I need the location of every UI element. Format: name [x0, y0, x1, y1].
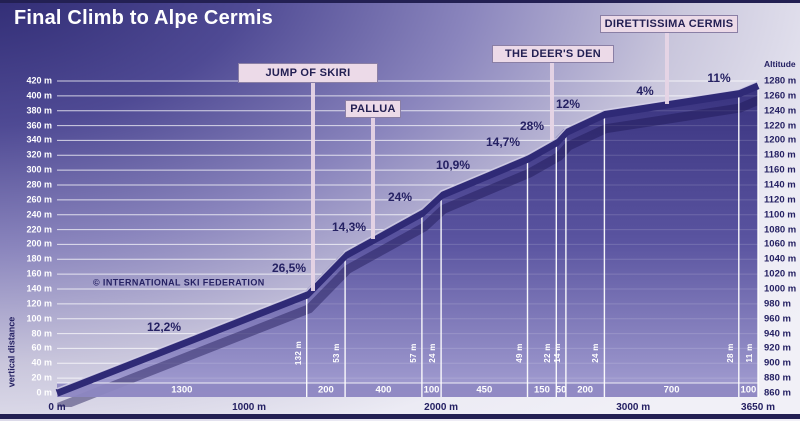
left-axis-tick: 140 m: [26, 283, 52, 294]
segment-distance: 400: [375, 384, 392, 396]
segment-distance: 200: [577, 384, 594, 396]
segment-distance: 700: [663, 384, 680, 396]
left-axis-tick: 340 m: [26, 134, 52, 145]
gradient-label: 11%: [707, 71, 731, 85]
right-axis-tick: 1080 m: [764, 223, 797, 235]
left-axis-tick: 220 m: [26, 224, 52, 235]
gradient-label: 12,2%: [146, 320, 182, 334]
gradient-label: 26,5%: [271, 261, 307, 275]
left-axis-tick: 320 m: [26, 149, 52, 160]
segment-rise-label: 22 m: [543, 343, 553, 363]
left-axis-tick: 20 m: [31, 372, 52, 383]
sign-pallua: PALLUA: [345, 100, 401, 118]
right-axis-tick: 1120 m: [764, 194, 796, 206]
segment-distance: 200: [317, 384, 334, 396]
left-axis-tick: 380 m: [26, 105, 52, 116]
bottom-border-bar: [0, 414, 800, 419]
segment-distance: 50: [555, 384, 567, 396]
segment-rise-label: 14 m: [552, 343, 562, 363]
segment-rise-label: 28 m: [725, 343, 735, 363]
gradient-label: 10,9%: [435, 158, 471, 172]
sign-direttissima-cermis: DIRETTISSIMA CERMIS: [600, 15, 738, 33]
gradient-label: 4%: [636, 84, 654, 98]
segment-distance: 450: [476, 384, 493, 396]
right-axis-tick: 1000 m: [764, 283, 797, 295]
left-axis-tick: 280 m: [26, 179, 52, 190]
gradient-label: 28%: [519, 119, 545, 133]
gradient-label: 24%: [387, 190, 413, 204]
left-axis-tick: 360 m: [26, 120, 52, 131]
copyright-note: © INTERNATIONAL SKI FEDERATION: [93, 277, 265, 288]
segment-distance: 100: [423, 384, 440, 396]
segment-distance: 1300: [171, 384, 193, 396]
segment-rise-label: 53 m: [332, 343, 342, 363]
segment-rise-label: 57 m: [408, 343, 418, 363]
right-axis-tick: 1140 m: [764, 179, 796, 191]
x-axis-tick: 3650 m: [741, 402, 775, 413]
right-axis-tick: 880 m: [764, 372, 791, 384]
gradient-label: 12%: [555, 97, 581, 111]
sign-jump-of-skiri: JUMP OF SKIRI: [238, 63, 378, 83]
right-axis-tick: 1040 m: [764, 253, 797, 265]
segment-distance: 100: [740, 384, 757, 396]
left-axis-tick: 0 m: [36, 387, 52, 398]
right-axis-tick: 1020 m: [764, 268, 797, 280]
right-axis-tick: 1200 m: [764, 134, 797, 146]
right-axis-tick: 1100 m: [764, 208, 796, 220]
profile-band: [55, 82, 760, 397]
right-axis-tick: 1240 m: [764, 104, 797, 116]
segment-strip: [57, 383, 758, 397]
segment-rise-label: 132 m: [293, 340, 303, 366]
page-title: Final Climb to Alpe Cermis: [14, 7, 273, 29]
left-axis-tick: 200 m: [26, 238, 52, 249]
left-axis-tick: 300 m: [26, 164, 52, 175]
left-axis-tick: 180 m: [26, 253, 52, 264]
left-axis-tick: 120 m: [26, 298, 52, 309]
right-axis-title: Altitude: [764, 58, 796, 69]
right-axis-tick: 860 m: [764, 387, 791, 399]
right-axis-tick: 1160 m: [764, 164, 796, 176]
left-axis-tick: 400 m: [26, 90, 52, 101]
segment-rise-label: 11 m: [745, 343, 754, 363]
x-axis-tick: 1000 m: [232, 402, 267, 413]
top-border-bar: [0, 0, 800, 3]
x-axis-tick: 0 m: [48, 402, 66, 413]
segment-rise-label: 24 m: [428, 343, 438, 363]
gradient-label: 14,7%: [485, 135, 521, 149]
right-axis-tick: 1180 m: [764, 149, 796, 161]
right-axis-tick: 1260 m: [764, 90, 797, 102]
segment-rise-label: 49 m: [514, 343, 524, 363]
x-axis-tick: 3000 m: [616, 402, 651, 413]
left-axis-tick: 160 m: [26, 268, 52, 279]
segment-rise-label: 24 m: [591, 343, 601, 363]
segment-distance: 150: [534, 384, 550, 396]
left-axis-title: vertical distance: [6, 316, 17, 388]
left-axis-tick: 260 m: [26, 194, 52, 205]
gradient-label: 14,3%: [331, 220, 367, 234]
left-axis-tick: 60 m: [31, 342, 52, 353]
right-axis-tick: 920 m: [764, 342, 791, 354]
left-axis-tick: 80 m: [31, 328, 52, 339]
right-axis-tick: 900 m: [764, 357, 791, 369]
right-axis-tick: 1220 m: [764, 119, 797, 131]
left-axis-tick: 40 m: [31, 357, 52, 368]
right-axis-tick: 960 m: [764, 312, 791, 324]
right-axis-tick: 980 m: [764, 298, 791, 310]
x-axis-tick: 2000 m: [424, 402, 459, 413]
left-axis-tick: 100 m: [26, 313, 52, 324]
right-axis-tick: 1060 m: [764, 238, 797, 250]
right-axis-tick: 940 m: [764, 327, 791, 339]
right-axis-tick: 1280 m: [764, 75, 797, 87]
left-axis-tick: 420 m: [26, 75, 52, 86]
left-axis-tick: 240 m: [26, 209, 52, 220]
profile-area: [57, 85, 758, 397]
sign-the-deer-s-den: THE DEER'S DEN: [492, 45, 614, 63]
